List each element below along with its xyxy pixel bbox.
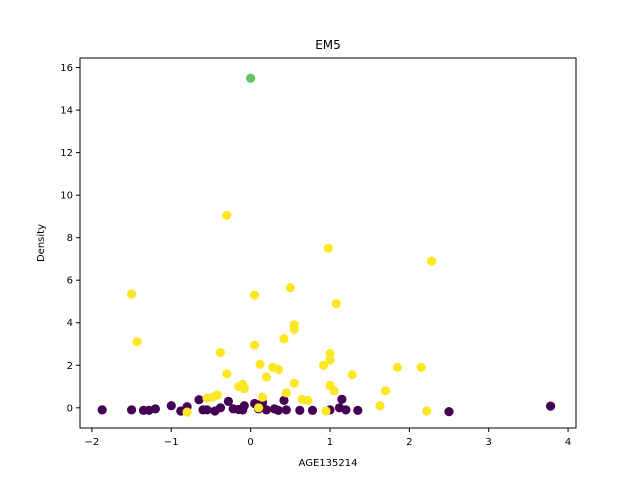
data-point xyxy=(341,405,351,415)
x-tick-label: 4 xyxy=(565,437,571,448)
y-tick-label: 0 xyxy=(67,403,73,414)
data-point xyxy=(285,283,295,293)
data-point xyxy=(222,210,232,220)
data-point xyxy=(273,364,283,375)
data-point xyxy=(215,403,226,413)
data-point xyxy=(246,73,256,83)
data-point xyxy=(150,404,160,414)
data-point xyxy=(375,401,385,411)
chart-title: EM5 xyxy=(315,38,341,52)
data-point xyxy=(295,405,305,415)
data-point xyxy=(281,388,291,398)
data-point xyxy=(289,378,299,388)
y-tick-label: 16 xyxy=(60,63,73,74)
data-point xyxy=(261,372,272,382)
data-point xyxy=(319,360,329,370)
data-point xyxy=(416,362,426,372)
data-point xyxy=(127,289,137,299)
y-tick-label: 6 xyxy=(67,276,73,287)
data-point xyxy=(323,243,333,253)
data-point xyxy=(392,362,402,372)
data-point xyxy=(223,396,233,406)
data-point xyxy=(546,401,556,411)
x-tick-label: 0 xyxy=(247,437,253,448)
data-point xyxy=(202,405,212,415)
y-tick-label: 10 xyxy=(60,191,73,202)
data-point xyxy=(279,334,289,344)
data-point xyxy=(307,405,318,415)
plot-frame xyxy=(79,57,577,429)
data-point xyxy=(353,405,363,415)
data-point xyxy=(97,405,107,415)
x-axis-label: AGE135214 xyxy=(299,458,358,469)
y-tick-label: 4 xyxy=(67,318,73,329)
data-point xyxy=(289,324,299,334)
data-point xyxy=(222,369,232,379)
x-tick-label: 1 xyxy=(327,437,333,448)
data-point xyxy=(427,256,437,266)
data-point xyxy=(337,394,347,404)
data-point xyxy=(250,340,260,350)
data-point xyxy=(380,386,391,396)
y-tick-label: 2 xyxy=(67,361,73,372)
x-tick-label: −1 xyxy=(164,437,179,448)
x-axis-ticks: −2 −1 0 1 2 3 4 xyxy=(85,428,571,448)
y-tick-label: 12 xyxy=(60,148,73,159)
data-point xyxy=(325,349,335,359)
data-point xyxy=(255,359,265,369)
x-tick-label: 2 xyxy=(406,437,412,448)
data-point xyxy=(331,299,341,309)
y-axis-label: Density xyxy=(36,224,47,262)
data-point xyxy=(239,401,249,411)
y-tick-label: 8 xyxy=(67,233,73,244)
data-point xyxy=(329,386,339,396)
data-point xyxy=(254,403,264,413)
data-point xyxy=(212,390,222,400)
data-point xyxy=(239,384,249,394)
x-tick-label: −2 xyxy=(85,437,100,448)
data-point xyxy=(257,392,268,402)
data-point xyxy=(347,370,357,380)
data-point xyxy=(321,406,331,416)
data-point xyxy=(444,407,454,417)
data-point xyxy=(261,405,272,415)
y-axis-ticks: 0 2 4 6 8 10 12 14 16 xyxy=(60,63,80,414)
data-point xyxy=(279,395,289,405)
data-point xyxy=(132,337,142,347)
data-points xyxy=(97,73,556,417)
data-point xyxy=(325,355,335,365)
x-tick-label: 3 xyxy=(486,437,492,448)
data-point xyxy=(127,405,137,415)
data-point xyxy=(250,290,260,300)
data-point xyxy=(281,405,291,415)
data-point xyxy=(194,395,204,405)
data-point xyxy=(182,407,192,417)
data-point xyxy=(166,401,176,411)
data-point xyxy=(215,347,226,358)
data-point xyxy=(273,405,283,415)
data-point xyxy=(303,395,313,405)
y-tick-label: 14 xyxy=(60,106,73,117)
data-point xyxy=(422,406,432,416)
